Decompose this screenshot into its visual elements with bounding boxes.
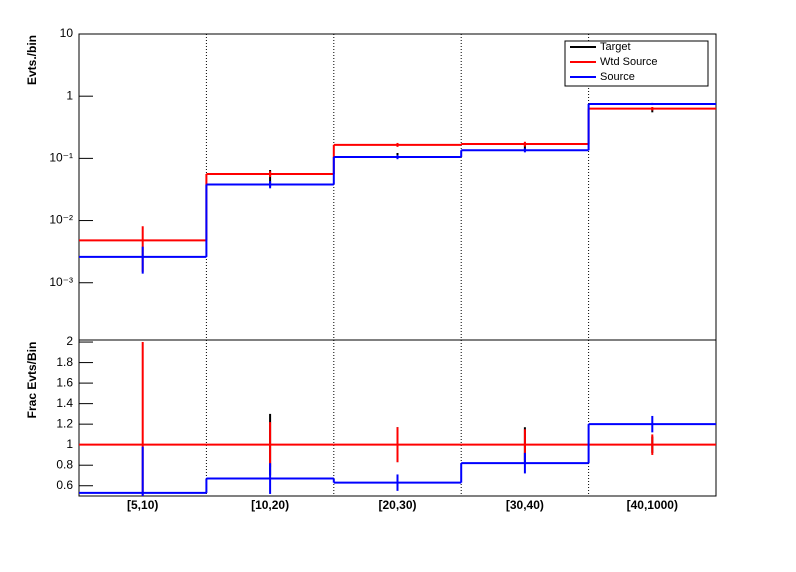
y-tick-label: 0.6 [56, 478, 73, 492]
y-axis-title: Frac Evts/Bin [25, 342, 39, 419]
y-tick-label: 10⁻² [49, 213, 73, 227]
legend-label: Source [600, 71, 635, 83]
y-tick-label: 1 [66, 88, 73, 102]
x-tick-label: [20,30) [378, 498, 416, 512]
y-tick-label: 10⁻³ [49, 275, 73, 289]
y-tick-label: 10⁻¹ [49, 151, 73, 165]
y-tick-label: 2 [66, 334, 73, 348]
y-tick-label: 1.4 [56, 396, 73, 410]
y-axis-title: Evts./bin [25, 35, 39, 85]
x-tick-label: [40,1000) [627, 498, 678, 512]
legend-label: Target [600, 41, 631, 53]
y-tick-label: 0.8 [56, 457, 73, 471]
x-tick-label: [30,40) [506, 498, 544, 512]
y-tick-label: 1 [66, 437, 73, 451]
y-tick-label: 10 [60, 26, 74, 40]
legend: Target Wtd Source Source [564, 40, 709, 87]
y-tick-label: 1.2 [56, 416, 73, 430]
x-tick-label: [10,20) [251, 498, 289, 512]
bin-separators [205, 34, 590, 496]
y-tick-label: 1.6 [56, 375, 73, 389]
legend-box [564, 40, 709, 87]
x-tick-label: [5,10) [127, 498, 158, 512]
y-tick-label: 1.8 [56, 355, 73, 369]
bottom-frame [78, 339, 717, 497]
legend-label: Wtd Source [600, 56, 657, 68]
